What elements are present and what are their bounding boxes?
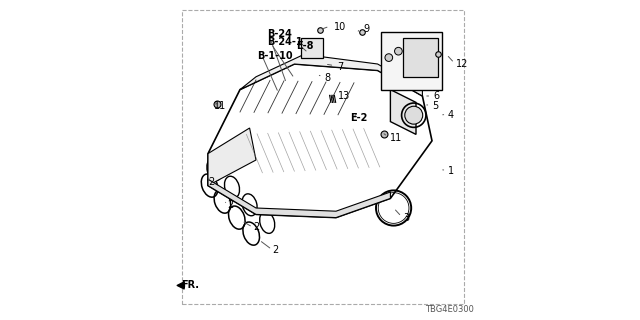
Text: B-24-1: B-24-1	[268, 36, 303, 47]
Text: 2: 2	[208, 177, 214, 188]
Text: 2: 2	[253, 222, 259, 232]
Text: 4: 4	[448, 110, 454, 120]
Circle shape	[394, 47, 402, 55]
Polygon shape	[240, 54, 422, 96]
Polygon shape	[403, 38, 438, 77]
Text: 6: 6	[434, 91, 440, 101]
Text: 9: 9	[364, 24, 369, 34]
Polygon shape	[208, 179, 390, 218]
Polygon shape	[208, 128, 256, 186]
Text: 7: 7	[338, 62, 344, 72]
Text: 2: 2	[272, 244, 278, 255]
Text: 11: 11	[214, 100, 227, 111]
Text: 11: 11	[390, 132, 403, 143]
Bar	[182, 10, 464, 304]
Text: B-24: B-24	[268, 28, 292, 39]
Text: 1: 1	[448, 166, 454, 176]
Circle shape	[385, 54, 392, 61]
Circle shape	[404, 54, 412, 61]
Text: 2: 2	[227, 200, 234, 210]
Text: 10: 10	[334, 22, 347, 32]
Text: E-8: E-8	[296, 41, 314, 52]
Bar	[301, 38, 323, 58]
Text: 8: 8	[325, 73, 331, 84]
Polygon shape	[390, 90, 416, 134]
Text: 5: 5	[432, 100, 438, 111]
Text: TBG4E0300: TBG4E0300	[425, 305, 474, 314]
Bar	[381, 32, 442, 90]
Circle shape	[405, 106, 423, 124]
Text: B-1-10: B-1-10	[258, 51, 293, 61]
Text: 12: 12	[456, 59, 468, 69]
Text: FR.: FR.	[181, 280, 199, 290]
Text: 13: 13	[338, 91, 350, 101]
Text: 3: 3	[403, 212, 410, 223]
Text: E-2: E-2	[351, 113, 368, 124]
